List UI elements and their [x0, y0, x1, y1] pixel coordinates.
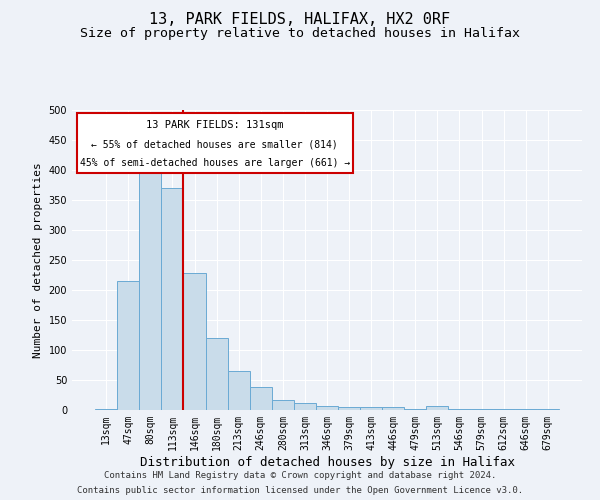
Bar	[250, 387, 272, 410]
Bar	[117, 281, 139, 410]
Bar	[184, 273, 206, 410]
Text: 13, PARK FIELDS, HALIFAX, HX2 0RF: 13, PARK FIELDS, HALIFAX, HX2 0RF	[149, 12, 451, 28]
Text: 45% of semi-detached houses are larger (661) →: 45% of semi-detached houses are larger (…	[80, 158, 350, 168]
Bar	[77, 113, 353, 173]
Bar	[95, 409, 117, 410]
Text: 13 PARK FIELDS: 131sqm: 13 PARK FIELDS: 131sqm	[146, 120, 284, 130]
Bar	[338, 407, 360, 410]
Bar	[427, 406, 448, 410]
X-axis label: Distribution of detached houses by size in Halifax: Distribution of detached houses by size …	[139, 456, 515, 468]
Text: ← 55% of detached houses are smaller (814): ← 55% of detached houses are smaller (81…	[91, 139, 338, 149]
Bar	[161, 188, 184, 410]
Bar	[360, 407, 382, 410]
Bar	[139, 167, 161, 410]
Bar	[272, 400, 294, 410]
Bar	[294, 403, 316, 410]
Text: Size of property relative to detached houses in Halifax: Size of property relative to detached ho…	[80, 28, 520, 40]
Bar	[206, 338, 227, 410]
Bar	[227, 371, 250, 410]
Y-axis label: Number of detached properties: Number of detached properties	[33, 162, 43, 358]
Bar	[316, 406, 338, 410]
Text: Contains HM Land Registry data © Crown copyright and database right 2024.: Contains HM Land Registry data © Crown c…	[104, 471, 496, 480]
Text: Contains public sector information licensed under the Open Government Licence v3: Contains public sector information licen…	[77, 486, 523, 495]
Bar	[382, 407, 404, 410]
